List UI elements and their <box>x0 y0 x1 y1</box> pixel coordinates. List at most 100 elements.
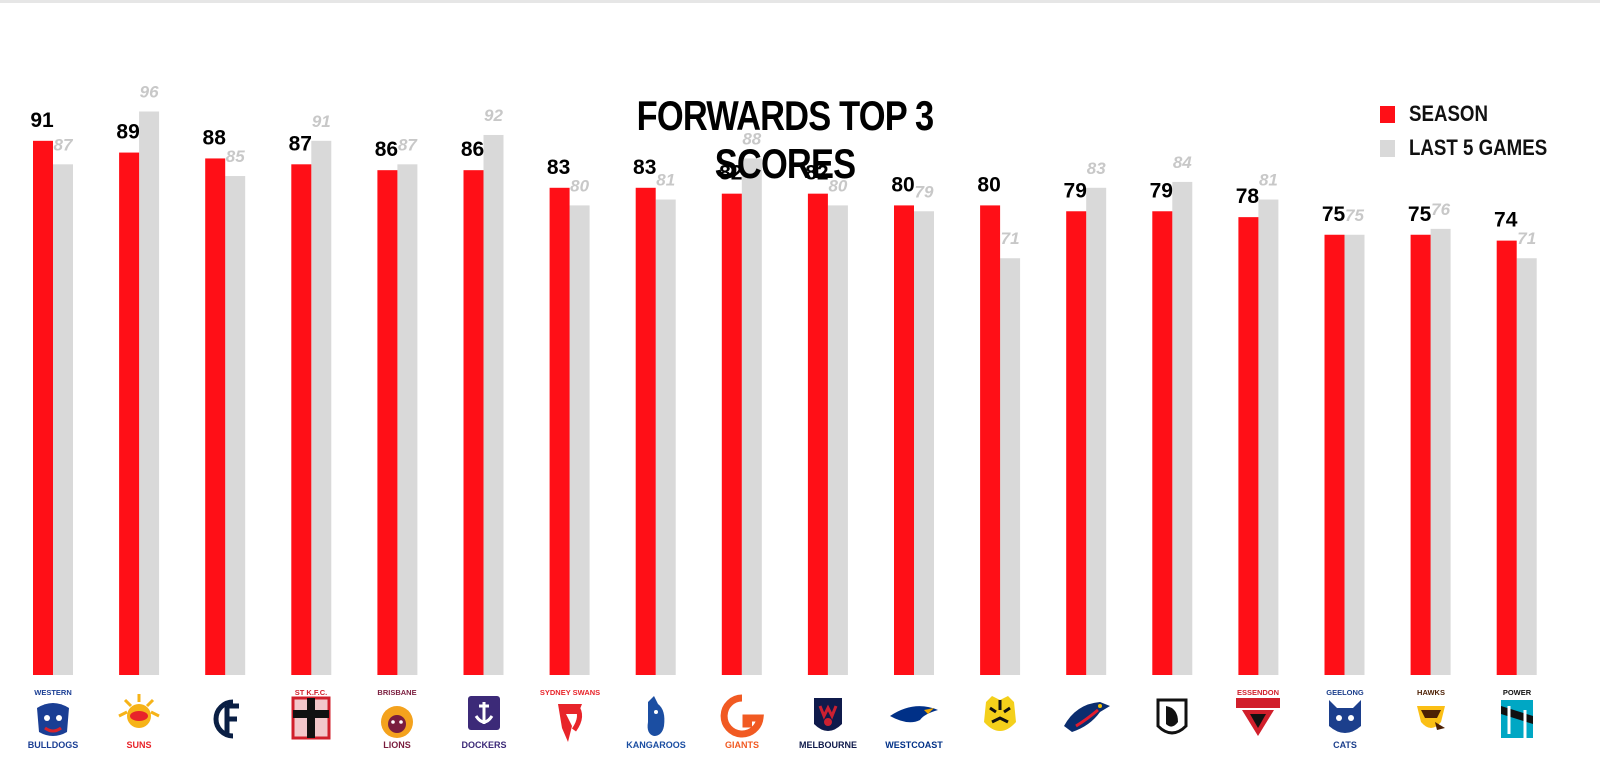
bombers-icon: ESSENDON <box>1236 688 1281 736</box>
logo-wordmark-bottom: GIANTS <box>725 740 759 750</box>
data-label-season: 87 <box>289 132 312 155</box>
bar-season <box>635 187 656 676</box>
bar-last-5-games <box>139 111 160 676</box>
data-label-season: 91 <box>30 109 54 132</box>
bar-season <box>1324 234 1345 675</box>
logo-wordmark-top: BRISBANE <box>378 688 417 697</box>
logo-wordmark-bottom: SUNS <box>127 740 152 750</box>
carlton-monogram-icon <box>213 699 240 739</box>
bar-group: 86 87 <box>375 135 418 675</box>
data-label-last-5-games: 91 <box>312 112 331 131</box>
cat-icon: GEELONG CATS <box>1326 688 1364 750</box>
data-label-season: 74 <box>1494 209 1518 232</box>
anchor-icon: DOCKERS <box>461 696 506 750</box>
data-label-last-5-games: 81 <box>1259 171 1278 190</box>
team-logo: ST K.F.C. <box>281 686 341 752</box>
team-logo: WESTCOAST <box>884 686 944 752</box>
sun-icon: SUNS <box>118 694 160 750</box>
data-label-last-5-games: 71 <box>1001 229 1020 248</box>
demon-icon: MELBOURNE <box>799 698 857 750</box>
bar-season <box>721 193 742 675</box>
team-logo: SUNS <box>109 686 169 752</box>
bar-season <box>377 170 398 675</box>
team-logo <box>195 686 255 752</box>
chart-legend: SEASON LAST 5 GAMES <box>1380 97 1572 165</box>
logo-wordmark-bottom: MELBOURNE <box>799 740 857 750</box>
data-label-season: 75 <box>1322 203 1346 226</box>
bar-last-5-games <box>53 164 73 675</box>
bar-season <box>291 164 312 675</box>
saints-cross-icon: ST K.F.C. <box>291 688 331 740</box>
data-label-season: 82 <box>805 162 828 185</box>
bar-last-5-games <box>483 134 504 675</box>
bar-season <box>119 152 140 675</box>
legend-swatch-last-5-games <box>1380 139 1395 157</box>
data-label-last-5-games: 96 <box>140 82 159 101</box>
chart-title: FORWARDS TOP 3 SCORES <box>636 92 934 187</box>
crow-icon <box>1064 702 1111 732</box>
bar-season <box>1152 211 1173 675</box>
data-label-season: 79 <box>1150 179 1173 202</box>
team-logo: GIANTS <box>712 686 772 752</box>
team-logo <box>1056 686 1116 752</box>
data-label-last-5-games: 88 <box>742 129 761 148</box>
team-logo <box>1142 686 1202 752</box>
data-label-last-5-games: 71 <box>1517 229 1536 248</box>
data-label-season: 80 <box>977 173 1000 196</box>
data-label-season: 82 <box>719 162 742 185</box>
bar-last-5-games <box>225 176 246 676</box>
bar-last-5-games <box>1258 199 1279 675</box>
bar-group: 89 96 <box>116 82 160 676</box>
team-logo: MELBOURNE <box>798 686 858 752</box>
bar-season <box>33 140 53 675</box>
data-label-season: 88 <box>203 126 227 149</box>
bar-last-5-games <box>827 205 848 675</box>
swan-icon: SYDNEY SWANS <box>540 688 600 742</box>
bar-group: 80 79 <box>891 173 934 675</box>
team-logo: SYDNEY SWANS <box>540 686 600 752</box>
bar-season <box>1238 217 1259 675</box>
data-label-season: 78 <box>1236 185 1260 208</box>
data-label-last-5-games: 85 <box>226 147 245 166</box>
team-logo: HAWKS <box>1401 686 1461 752</box>
power-icon: POWER <box>1500 688 1533 738</box>
data-label-season: 89 <box>116 121 139 144</box>
bar-last-5-games <box>1172 181 1193 676</box>
bar-last-5-games <box>1344 234 1365 675</box>
data-label-season: 75 <box>1408 203 1432 226</box>
logo-wordmark-bottom: KANGAROOS <box>626 740 686 750</box>
logo-wordmark-top: ST K.F.C. <box>295 688 328 697</box>
bar-last-5-games <box>914 211 934 675</box>
legend-swatch-season <box>1380 105 1395 123</box>
logo-wordmark-top: WESTERN <box>34 688 72 697</box>
team-logo: ESSENDON <box>1228 686 1288 752</box>
legend-item-last-5-games: LAST 5 GAMES <box>1380 131 1572 165</box>
top-border <box>0 0 1600 3</box>
logo-wordmark-top: GEELONG <box>1326 688 1364 697</box>
bar-group: 75 75 <box>1322 203 1365 675</box>
bar-season <box>894 205 914 675</box>
bar-season <box>1496 240 1517 675</box>
bar-season <box>807 193 828 675</box>
team-logo: KANGAROOS <box>626 686 686 752</box>
team-logo: DOCKERS <box>454 686 514 752</box>
logo-wordmark-top: HAWKS <box>1417 688 1445 697</box>
bar-season <box>463 170 484 675</box>
logo-wordmark-bottom: LIONS <box>384 740 412 750</box>
bar-last-5-games <box>397 164 418 675</box>
bar-season <box>1410 234 1431 675</box>
team-logo: WESTERN BULLDOGS <box>23 686 83 752</box>
data-label-last-5-games: 92 <box>484 106 503 125</box>
